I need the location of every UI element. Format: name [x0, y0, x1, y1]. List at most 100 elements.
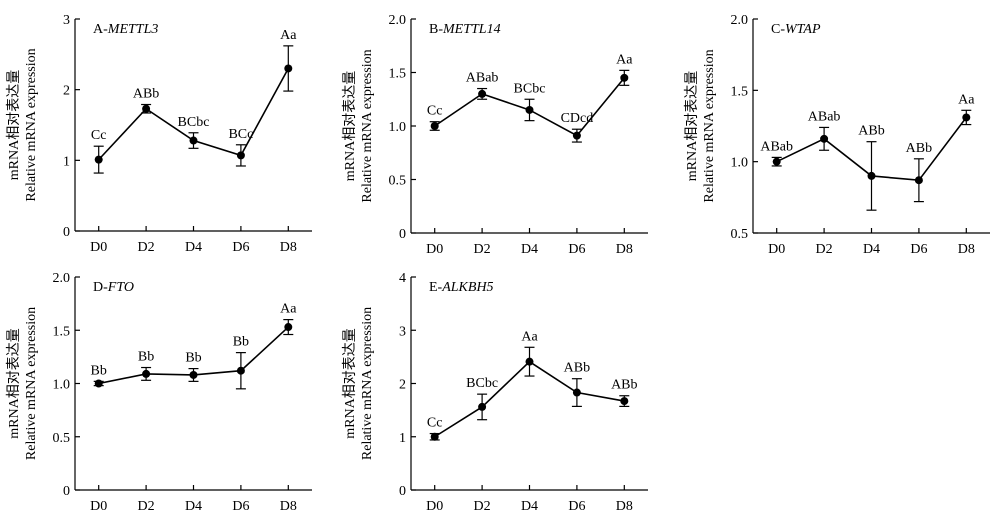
panel-title: E-ALKBH5: [429, 280, 494, 295]
x-tick-label: D0: [90, 499, 107, 514]
chart-panel-3: 0.5 1.0 1.5 2.0 D0 D2 D4 D6 D8 C-WTAP mRNA相对表达量 Rel…: [684, 13, 990, 257]
data-point: [914, 176, 923, 185]
data-point: [284, 323, 293, 332]
data-point: [867, 171, 876, 180]
x-tick-label: D2: [474, 499, 491, 514]
panel-title: A-METTL3: [93, 22, 158, 37]
y-tick-label: 0: [399, 227, 406, 242]
y-tick-label: 2.0: [53, 271, 71, 286]
data-point: [94, 155, 103, 164]
data-point: [478, 89, 487, 98]
significance-label: Aa: [280, 302, 297, 317]
significance-label: ABb: [906, 141, 932, 156]
significance-label: Bb: [233, 335, 249, 350]
significance-label: ABb: [564, 361, 590, 376]
significance-label: Cc: [91, 128, 107, 143]
y-tick-label: 2: [63, 84, 70, 99]
significance-label: Aa: [280, 28, 297, 43]
chart-panel-5: 0 1 2 3 4 D0 D2 D4 D6 D8 E-ALKBH5 mRNA相对表达量 Relative…: [342, 271, 648, 514]
significance-label: Cc: [427, 104, 443, 119]
y-tick-label: 1.5: [389, 67, 407, 82]
data-point: [236, 151, 245, 160]
x-tick-label: D8: [958, 242, 975, 257]
significance-label: ABab: [760, 139, 793, 154]
y-tick-label: 0: [399, 484, 406, 499]
y-axis-title-cn: mRNA相对表达量: [342, 328, 358, 438]
chart-panel-2: 0 0.5 1.0 1.5 2.0 D0 D2 D4 D6 D8 B-METTL14 mRNA相对表达…: [342, 13, 648, 257]
data-point: [478, 402, 487, 411]
chart-panel-1: 0 1 2 3 D0 D2 D4 D6 D8 A-METTL3 mRNA相对表达量 Relative …: [6, 13, 312, 255]
y-tick-label: 3: [399, 324, 406, 339]
significance-label: BCbc: [514, 81, 546, 96]
data-point: [94, 379, 103, 388]
data-point: [820, 134, 829, 143]
y-tick-label: 4: [399, 271, 406, 286]
x-tick-label: D0: [768, 242, 785, 257]
y-tick-label: 1.5: [53, 324, 71, 339]
x-tick-label: D8: [280, 240, 297, 255]
x-tick-label: D4: [521, 499, 538, 514]
x-tick-label: D0: [426, 499, 443, 514]
x-tick-label: D2: [474, 242, 491, 257]
x-tick-label: D6: [910, 242, 927, 257]
data-point: [525, 357, 534, 366]
data-point: [620, 73, 629, 82]
panel-title: B-METTL14: [429, 22, 501, 37]
y-axis-title-en: Relative mRNA expression: [360, 49, 375, 202]
x-tick-label: D2: [138, 499, 155, 514]
x-tick-label: D8: [616, 499, 633, 514]
y-tick-label: 0: [63, 484, 70, 499]
y-axis-title-en: Relative mRNA expression: [24, 48, 39, 201]
x-tick-label: D6: [232, 240, 249, 255]
y-tick-label: 0.5: [731, 227, 749, 242]
data-point: [430, 432, 439, 441]
significance-label: ABb: [133, 87, 159, 102]
significance-label: Bb: [138, 350, 154, 365]
significance-label: ABb: [611, 378, 637, 393]
data-point: [572, 388, 581, 397]
y-axis-title-en: Relative mRNA expression: [360, 307, 375, 460]
significance-label: BCbc: [178, 115, 210, 130]
significance-label: ABab: [466, 71, 499, 86]
x-tick-label: D8: [616, 242, 633, 257]
significance-label: Aa: [958, 92, 975, 107]
data-point: [772, 157, 781, 166]
x-tick-label: D4: [863, 242, 880, 257]
y-axis-title-cn: mRNA相对表达量: [6, 70, 22, 180]
data-point: [236, 366, 245, 375]
significance-label: Bb: [185, 351, 201, 366]
data-point: [142, 369, 151, 378]
y-tick-label: 1.0: [53, 378, 71, 393]
significance-label: ABb: [858, 124, 884, 139]
x-tick-label: D6: [232, 499, 249, 514]
y-tick-label: 0.5: [389, 174, 407, 189]
y-axis-title-en: Relative mRNA expression: [702, 49, 717, 202]
chart-panel-4: 0 0.5 1.0 1.5 2.0 D0 D2 D4 D6 D8 D-FTO mRNA相对表达量 Rel…: [6, 271, 312, 514]
significance-label: CDcd: [561, 111, 594, 126]
data-point: [962, 113, 971, 122]
significance-label: Aa: [521, 329, 538, 344]
x-tick-label: D4: [521, 242, 538, 257]
y-tick-label: 0: [63, 225, 70, 240]
y-tick-label: 1: [399, 431, 406, 446]
panel-title: C-WTAP: [771, 22, 821, 37]
y-tick-label: 2.0: [389, 13, 407, 28]
significance-label: ABab: [808, 109, 841, 124]
y-tick-label: 0.5: [53, 431, 71, 446]
x-tick-label: D2: [138, 240, 155, 255]
x-tick-label: D0: [90, 240, 107, 255]
y-axis-title-en: Relative mRNA expression: [24, 307, 39, 460]
x-tick-label: D6: [568, 499, 585, 514]
panel-title: D-FTO: [93, 280, 134, 295]
data-point: [284, 64, 293, 73]
significance-label: BCbc: [466, 376, 498, 391]
x-tick-label: D6: [568, 242, 585, 257]
x-tick-label: D0: [426, 242, 443, 257]
data-point: [142, 104, 151, 113]
x-tick-label: D4: [185, 499, 202, 514]
y-tick-label: 1.0: [731, 156, 749, 171]
significance-label: BCc: [228, 127, 253, 142]
y-tick-label: 1.5: [731, 84, 749, 99]
y-tick-label: 1.0: [389, 120, 407, 135]
